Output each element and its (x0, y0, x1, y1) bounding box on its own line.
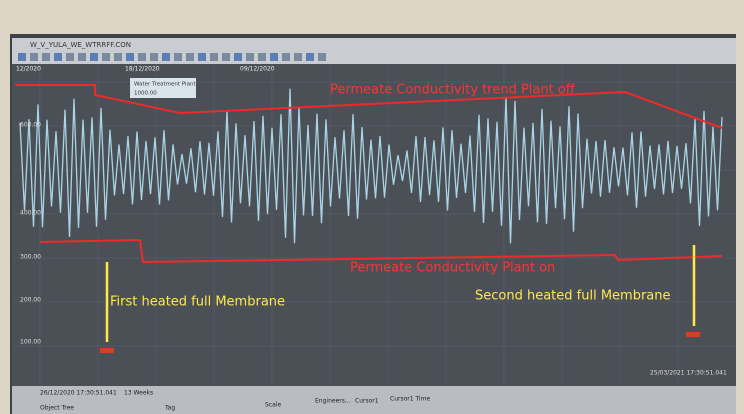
annotation: Permeate Conductivity trend Plant off (330, 83, 576, 98)
axis-label: 400.00 (20, 210, 41, 217)
tool-icon (222, 53, 230, 61)
tool-icon (186, 53, 194, 61)
tool-icon (42, 53, 50, 61)
tool-icon (174, 53, 182, 61)
tool-icon (294, 53, 302, 61)
tooltip-text: 1000.00 (134, 91, 157, 97)
tool-icon (270, 53, 278, 61)
tool-icon (78, 53, 86, 61)
plot-area (12, 64, 736, 386)
tool-icon (18, 53, 26, 61)
page: W_V_YULA_WE_WTRRFF.CON 12/2020 18/12/202… (0, 0, 744, 414)
footer-range[interactable]: 13 Weeks (124, 390, 153, 397)
tool-icon (30, 53, 38, 61)
annotation: First heated full Membrane (110, 295, 285, 310)
marker-tag (686, 332, 700, 337)
tool-icon (282, 53, 290, 61)
tool-icon (306, 53, 314, 61)
axis-label: 300.00 (20, 254, 41, 261)
tool-icon (198, 53, 206, 61)
annotation: Permeate Conductivity Plant on (350, 261, 555, 276)
tool-icon (150, 53, 158, 61)
tool-icon (102, 53, 110, 61)
tool-icon (210, 53, 218, 61)
axis-label: 600.00 (20, 122, 41, 129)
date-label: 09/12/2020 (240, 66, 275, 73)
tool-icon (246, 53, 254, 61)
tool-icon (90, 53, 98, 61)
screen: W_V_YULA_WE_WTRRFF.CON 12/2020 18/12/202… (0, 0, 744, 414)
tooltip-text: Water Treatment Plant (134, 82, 196, 88)
tool-icon (258, 53, 266, 61)
tool-icon (138, 53, 146, 61)
axis-label: 200.00 (20, 297, 41, 304)
tool-icon (162, 53, 170, 61)
column-header: Cursor1 (355, 398, 379, 405)
marker-tag (100, 348, 114, 353)
axis-label: 100.00 (20, 339, 41, 346)
tool-icon (66, 53, 74, 61)
footer-start: 26/12/2020 17:30:51.041 (40, 390, 117, 397)
column-header: Cursor1 Time (390, 396, 430, 403)
tool-icon (234, 53, 242, 61)
date-label: 12/2020 (16, 66, 41, 73)
column-header: Object Tree (40, 405, 74, 412)
footer-end: 25/03/2021 17:30:51.041 (650, 370, 727, 377)
tool-icon (126, 53, 134, 61)
tool-icon (318, 53, 326, 61)
column-header: Scale (265, 402, 281, 409)
window-title: W_V_YULA_WE_WTRRFF.CON (30, 41, 131, 49)
column-header: Engineers... (315, 398, 351, 405)
tool-icon (54, 53, 62, 61)
column-header: Tag (164, 405, 175, 412)
annotation: Second heated full Membrane (475, 289, 671, 304)
date-label: 18/12/2020 (125, 66, 160, 73)
tool-icon (114, 53, 122, 61)
